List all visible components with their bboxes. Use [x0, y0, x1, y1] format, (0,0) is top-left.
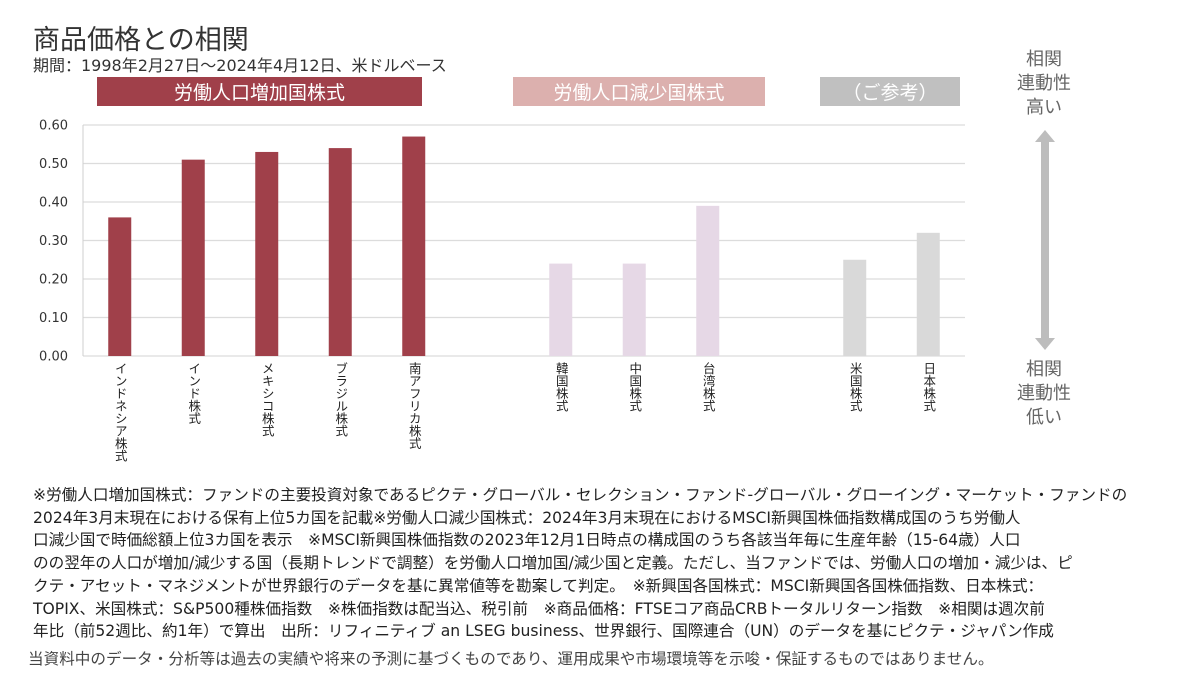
y-tick-label: 0.50	[39, 157, 68, 172]
x-tick-label: 韓国株式	[553, 362, 569, 412]
group-header-labor-increase: 労働人口増加国株式	[97, 77, 422, 106]
side-label-line: 低い	[1026, 407, 1062, 428]
side-label-line: 連動性	[1017, 73, 1071, 94]
y-tick-label: 0.20	[39, 273, 68, 288]
y-tick-label: 0.00	[39, 350, 68, 365]
footnote-line: ※労働人口増加国株式：ファンドの主要投資対象であるピクテ・グローバル・セレクショ…	[33, 486, 1128, 504]
bar	[916, 232, 940, 356]
x-tick-label: ブラジル株式	[333, 362, 349, 437]
footnote-line: TOPIX、米国株式：S&P500種株価指数 ※株価指数は配当込、税引前 ※商品…	[33, 599, 1045, 618]
disclaimer: 当資料中のデータ・分析等は過去の実績や将来の予測に基づくものであり、運用成果や市…	[28, 650, 994, 668]
footnote-line: のの翌年の人口が増加/減少する国（長期トレンドで調整）を労働人口増加国/減少国と…	[33, 554, 1073, 573]
bar	[328, 148, 352, 356]
footnotes: ※労働人口増加国株式：ファンドの主要投資対象であるピクテ・グローバル・セレクショ…	[33, 484, 1127, 643]
x-tick-label: 南アフリカ株式	[406, 362, 422, 450]
x-tick-label: 日本株式	[921, 362, 937, 412]
side-label-line: 連動性	[1017, 383, 1071, 404]
y-tick-label: 0.60	[39, 119, 68, 134]
bar	[696, 205, 720, 356]
correlation-bar-chart: 0.00 0.10 0.20 0.30 0.40 0.50 0.60	[39, 119, 965, 365]
x-tick-label: インド株式	[186, 362, 202, 425]
y-tick-label: 0.10	[39, 311, 68, 326]
bar	[843, 259, 867, 356]
bar	[402, 136, 426, 356]
side-label-line: 相関	[1026, 359, 1062, 380]
side-label-line: 相関	[1026, 49, 1062, 70]
bar	[108, 217, 132, 356]
bar	[622, 263, 646, 356]
y-tick-label: 0.30	[39, 234, 68, 249]
footnote-line: 2024年3月末現在における保有上位5カ国を記載※労働人口減少国株式：2024年…	[33, 508, 1021, 527]
bar	[255, 151, 279, 356]
x-tick-label: メキシコ株式	[259, 362, 275, 437]
page-title: 商品価格との相関	[33, 25, 249, 56]
period-subtitle: 期間：1998年2月27日～2024年4月12日、米ドルベース	[33, 56, 447, 75]
side-label-low: 相関 連動性 低い	[1000, 358, 1088, 430]
group-header-labor-decrease: 労働人口減少国株式	[513, 77, 765, 106]
x-tick-label: インドネシア株式	[112, 362, 128, 462]
y-tick-label: 0.40	[39, 196, 68, 211]
bar	[181, 159, 205, 356]
footnote-line: 年比（前52週比、約1年）で算出 出所：リフィニティブ an LSEG busi…	[33, 622, 1054, 641]
footnote-line: 口減少国で時価総額上位3カ国を表示 ※MSCI新興国株価指数の2023年12月1…	[33, 531, 1021, 550]
x-tick-label: 中国株式	[627, 362, 643, 412]
bar	[549, 263, 573, 356]
side-label-line: 高い	[1026, 97, 1062, 118]
x-tick-label: 米国株式	[847, 362, 863, 412]
side-label-high: 相関 連動性 高い	[1000, 48, 1088, 120]
x-tick-label: 台湾株式	[700, 362, 716, 412]
group-header-reference: （ご参考）	[820, 77, 960, 106]
double-arrow-vertical-icon	[1035, 130, 1055, 350]
footnote-line: クテ・アセット・マネジメントが世界銀行のデータを基に異常値等を勘案して判定。 ※…	[33, 576, 1044, 595]
